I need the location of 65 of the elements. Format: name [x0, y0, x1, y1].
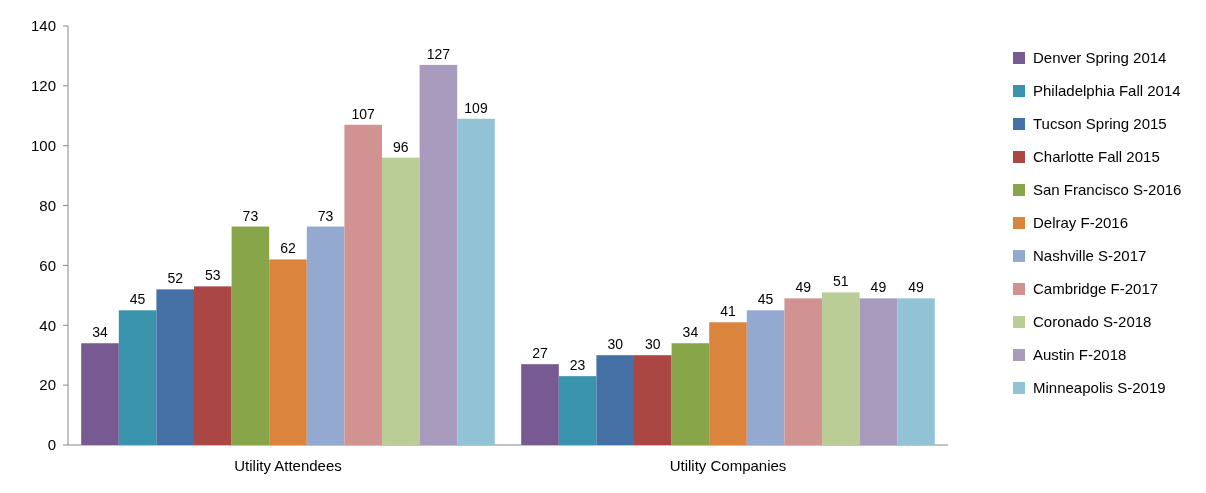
- legend-label: San Francisco S-2016: [1033, 181, 1182, 199]
- x-tick-label: Utility Companies: [669, 457, 787, 474]
- data-label: 107: [351, 105, 376, 122]
- legend-label: Minneapolis S-2019: [1033, 379, 1166, 397]
- data-label: 49: [870, 279, 887, 296]
- bar: [269, 259, 307, 445]
- bar: [897, 298, 935, 445]
- bar: [156, 289, 194, 445]
- y-tick-label: 140: [30, 17, 56, 35]
- bar: [344, 124, 382, 445]
- data-label: 27: [532, 345, 548, 362]
- data-label: 62: [280, 240, 296, 257]
- bar: [671, 343, 710, 445]
- legend-label: Delray F-2016: [1033, 214, 1129, 232]
- data-label: 73: [317, 207, 334, 224]
- bar: [558, 376, 597, 445]
- legend-label: Nashville S-2017: [1033, 247, 1147, 265]
- bar: [419, 64, 458, 445]
- x-tick-label: Utility Attendees: [234, 457, 342, 474]
- legend-label: Charlotte Fall 2015: [1033, 148, 1160, 166]
- data-label: 109: [464, 99, 488, 116]
- data-label: 30: [607, 336, 624, 353]
- bar: [306, 226, 345, 445]
- y-tick-label: 120: [30, 77, 56, 95]
- bar: [634, 355, 672, 445]
- bar: [382, 157, 420, 445]
- bar: [709, 322, 747, 445]
- bar: [118, 310, 157, 445]
- data-label: 52: [167, 270, 184, 287]
- y-tick-label: 100: [30, 136, 56, 154]
- data-label: 45: [757, 291, 774, 308]
- data-label: 49: [908, 279, 924, 296]
- legend-label: Coronado S-2018: [1033, 313, 1152, 331]
- data-label: 49: [795, 279, 812, 296]
- y-tick-label: 40: [39, 316, 56, 334]
- legend-label: Cambridge F-2017: [1033, 280, 1159, 298]
- bar: [822, 292, 860, 445]
- data-label: 23: [569, 357, 586, 374]
- bar: [596, 355, 634, 445]
- bar: [194, 286, 232, 445]
- legend-label: Tucson Spring 2015: [1033, 115, 1167, 133]
- data-label: 34: [92, 324, 108, 341]
- y-tick-label: 80: [39, 196, 56, 214]
- data-label: 34: [682, 324, 699, 341]
- bar: [784, 298, 822, 445]
- legend-label: Austin F-2018: [1033, 346, 1127, 364]
- y-tick-label: 20: [39, 376, 56, 394]
- data-label: 127: [426, 45, 451, 62]
- data-label: 30: [645, 336, 661, 353]
- legend-label: Denver Spring 2014: [1033, 49, 1167, 67]
- y-tick-label: 60: [39, 256, 56, 274]
- bar: [521, 364, 559, 445]
- bar: [81, 343, 119, 445]
- y-tick-label: 0: [47, 436, 56, 454]
- data-label: 73: [242, 207, 259, 224]
- legend-label: Philadelphia Fall 2014: [1033, 82, 1181, 100]
- data-label: 41: [720, 303, 736, 320]
- bar: [231, 226, 270, 445]
- bar: [746, 310, 785, 445]
- data-label: 53: [205, 267, 221, 284]
- bar: [457, 118, 495, 445]
- data-label: 45: [129, 291, 146, 308]
- data-label: 96: [393, 138, 409, 155]
- data-label: 51: [833, 273, 849, 290]
- bar: [859, 298, 898, 445]
